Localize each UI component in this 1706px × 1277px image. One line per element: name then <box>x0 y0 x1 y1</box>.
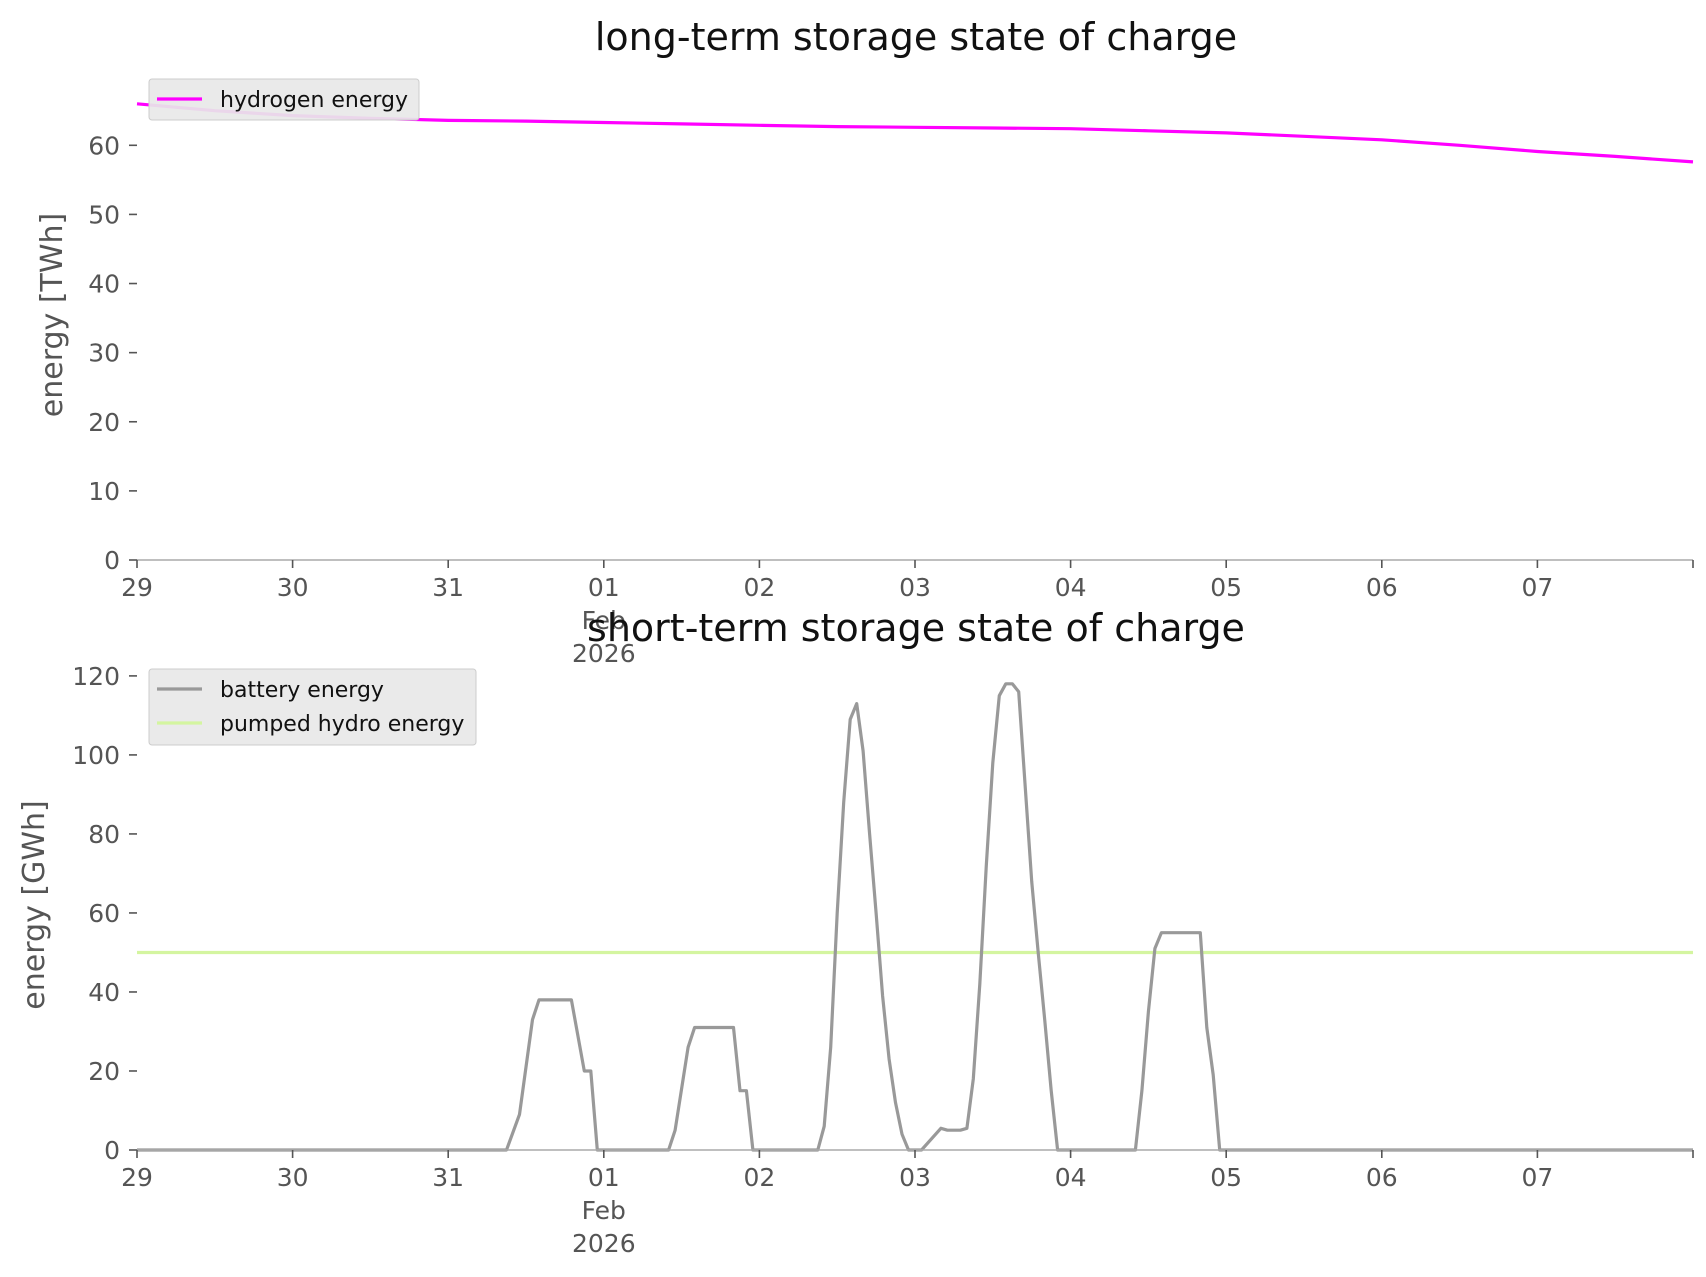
y-tick-label: 20 <box>88 408 120 437</box>
y-tick-label: 0 <box>104 1136 120 1165</box>
y-tick-label: 60 <box>88 131 120 160</box>
y-axis-ticks: 0 10 20 30 40 50 60 <box>88 131 137 575</box>
x-tick-label: 07 <box>1521 1163 1553 1192</box>
y-tick-label: 10 <box>88 477 120 506</box>
x-tick-label: 31 <box>432 573 464 602</box>
x-axis-ticks: 29 30 31 01 Feb 2026 02 03 04 05 06 07 <box>121 1150 1694 1258</box>
x-tick-label: 01 Feb 2026 <box>572 573 636 668</box>
x-tick-label: 29 <box>121 573 153 602</box>
y-tick-label: 30 <box>88 339 120 368</box>
x-tick-label: 03 <box>899 1163 931 1192</box>
x-tick-label: 30 <box>277 1163 309 1192</box>
series-line-battery-energy <box>137 682 1693 1152</box>
chart-title: short-term storage state of charge <box>587 606 1245 650</box>
y-tick-label: 20 <box>88 1057 120 1086</box>
x-tick-label: 04 <box>1055 1163 1087 1192</box>
long-term-storage-chart: long-term storage state of charge energy… <box>35 15 1694 668</box>
y-tick-label: 50 <box>88 200 120 229</box>
x-tick-label: 06 <box>1366 573 1398 602</box>
legend-box <box>148 78 420 121</box>
x-tick-label: 02 <box>743 1163 775 1192</box>
x-tick-label: 05 <box>1210 1163 1242 1192</box>
x-tick-label: 30 <box>277 573 309 602</box>
short-term-storage-chart: short-term storage state of charge energ… <box>17 606 1694 1258</box>
x-tick-label: 31 <box>432 1163 464 1192</box>
x-tick-label: 06 <box>1366 1163 1398 1192</box>
x-tick-label: 04 <box>1055 573 1087 602</box>
legend-label: hydrogen energy <box>220 88 408 113</box>
x-tick-label: 29 <box>121 1163 153 1192</box>
series-lines <box>137 682 1693 1152</box>
legend-label: pumped hydro energy <box>220 712 464 737</box>
legend-box <box>148 668 477 746</box>
x-tick-label: 02 <box>743 573 775 602</box>
x-tick-label: 07 <box>1521 573 1553 602</box>
chart-title: long-term storage state of charge <box>595 15 1237 59</box>
x-tick-label: 05 <box>1210 573 1242 602</box>
y-axis-label: energy [GWh] <box>17 800 52 1009</box>
legend: hydrogen energy <box>148 78 420 121</box>
y-tick-label: 120 <box>72 662 120 691</box>
y-tick-label: 60 <box>88 899 120 928</box>
x-tick-label: 03 <box>899 573 931 602</box>
y-axis-ticks: 0 20 40 60 80 100 120 <box>72 662 137 1165</box>
y-tick-label: 40 <box>88 978 120 1007</box>
y-tick-label: 0 <box>104 546 120 575</box>
legend-label: battery energy <box>220 678 384 703</box>
y-tick-label: 100 <box>72 741 120 770</box>
legend: battery energy pumped hydro energy <box>148 668 477 746</box>
y-axis-label: energy [TWh] <box>35 213 70 417</box>
y-tick-label: 80 <box>88 820 120 849</box>
x-tick-label: 01 Feb 2026 <box>572 1163 636 1258</box>
x-axis-ticks: 29 30 31 01 Feb 2026 02 03 04 05 06 07 <box>121 560 1694 668</box>
y-tick-label: 40 <box>88 270 120 299</box>
